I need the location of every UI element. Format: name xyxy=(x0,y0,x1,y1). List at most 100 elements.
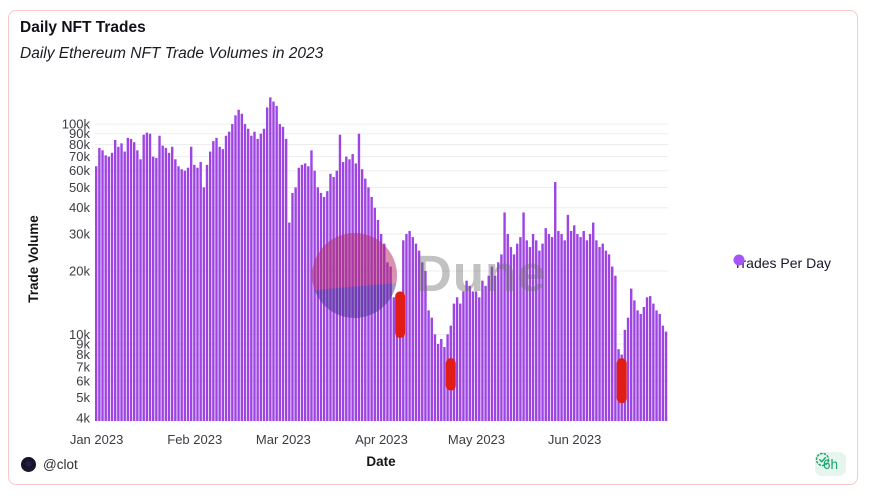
x-tick-label: Mar 2023 xyxy=(256,432,311,447)
bar xyxy=(158,135,161,421)
bar xyxy=(440,339,443,421)
bar xyxy=(208,151,212,421)
bar xyxy=(373,207,376,421)
bar xyxy=(113,140,117,421)
bar xyxy=(186,167,190,421)
bar xyxy=(155,157,158,421)
bar xyxy=(310,150,313,421)
bar xyxy=(123,151,126,421)
y-tick-label: 6k xyxy=(76,373,90,388)
bar xyxy=(120,143,123,421)
bar xyxy=(303,163,307,421)
bar xyxy=(294,187,297,421)
bar xyxy=(585,240,589,421)
bar xyxy=(516,243,519,421)
bar xyxy=(142,134,145,421)
highlight-marker xyxy=(616,358,627,404)
bar xyxy=(658,313,661,421)
bar xyxy=(493,275,497,421)
bar xyxy=(136,150,139,421)
bar xyxy=(265,107,269,422)
y-tick-label: 90k xyxy=(69,126,90,141)
bar xyxy=(231,124,234,421)
bar xyxy=(636,310,639,421)
x-tick-label: Jan 2023 xyxy=(70,432,124,447)
bar xyxy=(430,317,433,421)
legend-item-trades-per-day[interactable]: Trades Per Day xyxy=(733,254,831,272)
bar xyxy=(588,234,592,421)
bar xyxy=(471,291,475,421)
y-tick-label: 60k xyxy=(69,163,90,178)
bar xyxy=(129,138,133,421)
bar xyxy=(484,285,487,421)
bar xyxy=(443,347,446,421)
author-handle[interactable]: @clot xyxy=(43,456,78,472)
bar xyxy=(601,243,604,421)
bar xyxy=(522,212,525,421)
bar xyxy=(544,228,547,421)
bar xyxy=(272,101,275,421)
x-tick-label: Feb 2023 xyxy=(167,432,222,447)
bar xyxy=(462,291,465,421)
bar xyxy=(569,231,573,421)
bar xyxy=(256,138,259,421)
bar xyxy=(196,167,199,421)
bar xyxy=(424,271,427,421)
bar xyxy=(234,115,237,422)
bar xyxy=(151,156,155,421)
bar xyxy=(436,343,440,421)
bar xyxy=(383,243,386,421)
x-tick-label: Apr 2023 xyxy=(355,432,408,447)
bar xyxy=(512,254,516,421)
refresh-badge[interactable]: 6h xyxy=(814,452,846,476)
bar xyxy=(405,234,408,421)
bar xyxy=(246,128,250,421)
bar xyxy=(145,132,149,421)
bar xyxy=(474,291,478,421)
bar xyxy=(243,124,247,421)
verified-check-icon xyxy=(815,452,830,467)
avatar[interactable] xyxy=(21,456,36,472)
bar xyxy=(611,266,614,421)
bar xyxy=(595,240,598,421)
y-tick-label: 5k xyxy=(76,390,90,405)
bar xyxy=(307,166,310,421)
bar xyxy=(167,152,171,421)
bar xyxy=(455,297,459,421)
bar xyxy=(237,109,240,422)
bar xyxy=(576,234,579,421)
bar xyxy=(316,187,319,421)
bar xyxy=(554,182,557,421)
bar xyxy=(218,146,221,421)
bar xyxy=(205,164,209,421)
bar xyxy=(107,156,111,421)
bar xyxy=(630,288,633,421)
y-tick-label: 50k xyxy=(69,180,90,195)
bar xyxy=(224,135,228,421)
author-link[interactable]: @clot xyxy=(21,456,78,472)
bar xyxy=(478,297,481,421)
bar xyxy=(649,296,652,421)
bar xyxy=(560,234,563,421)
dune-logo-watermark-bottom xyxy=(314,282,397,318)
bar xyxy=(592,222,595,421)
bar xyxy=(468,285,471,421)
bar xyxy=(110,152,114,421)
bar xyxy=(300,164,304,421)
bar xyxy=(497,262,500,421)
highlight-marker xyxy=(445,358,456,391)
bar xyxy=(98,147,101,421)
bar xyxy=(614,275,617,421)
bar xyxy=(481,280,484,421)
chart-subtitle: Daily Ethereum NFT Trade Volumes in 2023 xyxy=(20,45,324,62)
bar xyxy=(281,126,285,422)
bar xyxy=(132,142,136,421)
y-tick-label: 100k xyxy=(62,117,91,132)
y-tick-label: 4k xyxy=(76,410,90,425)
bar xyxy=(215,137,218,421)
bar xyxy=(240,113,244,421)
bar xyxy=(313,170,316,421)
bar xyxy=(202,187,206,421)
bar xyxy=(288,222,291,421)
